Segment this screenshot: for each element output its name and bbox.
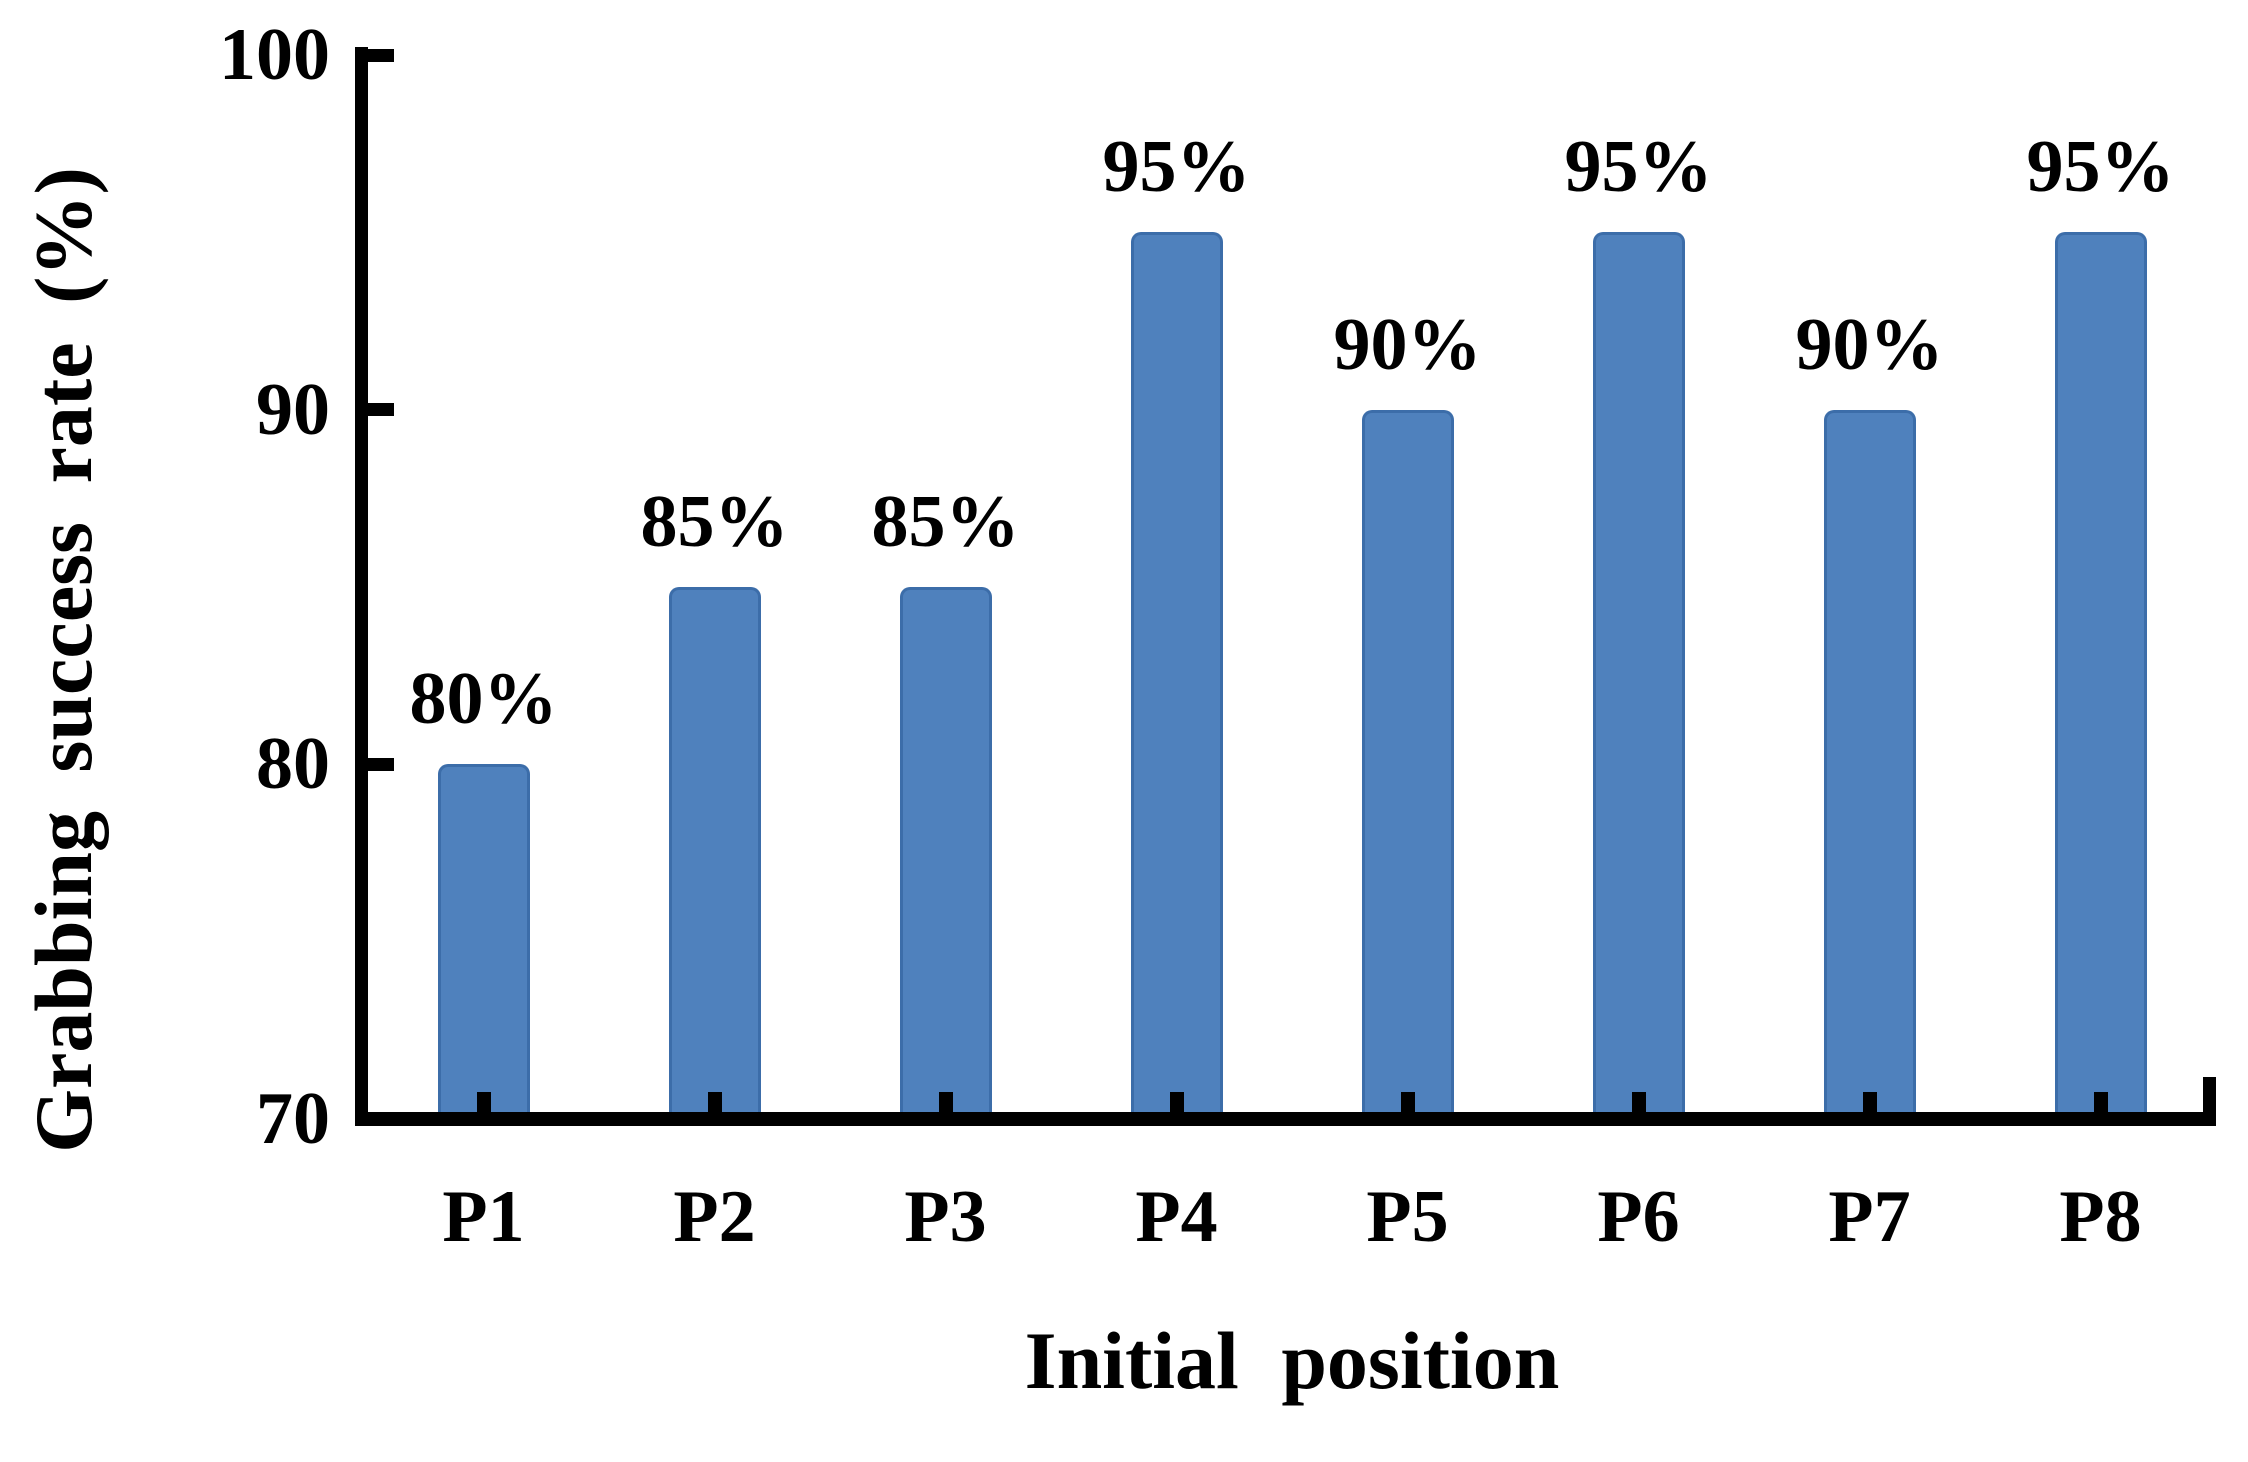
x-axis-tick [938,1092,953,1112]
x-axis-tick [1169,1092,1184,1112]
y-tick-label: 100 [219,14,330,96]
bar-value-label: 95% [1564,126,1713,209]
x-axis-tick [1631,1092,1646,1112]
bar-value-label: 90% [1333,303,1482,386]
category-label: P2 [673,1176,756,1258]
category-label: P4 [1135,1176,1218,1258]
bar-value-label: 95% [2026,126,2175,209]
category-label: P6 [1597,1176,1680,1258]
x-axis-tick [1862,1092,1877,1112]
y-tick-label: 70 [256,1078,330,1160]
category-label: P1 [442,1176,525,1258]
x-axis-end-tick [2203,1077,2216,1112]
bar-value-label: 85% [871,481,1020,563]
category-label: P3 [904,1176,987,1258]
y-axis-line [355,47,368,1126]
category-label: P7 [1828,1176,1911,1258]
x-axis-tick [1400,1092,1415,1112]
y-axis-title: Grabbing success rate (%) [18,167,109,1153]
y-tick-label: 80 [256,723,330,806]
bar-value-label: 95% [1102,126,1251,209]
category-label: P8 [2059,1176,2142,1258]
x-axis-tick [2093,1092,2108,1112]
y-axis-tick [368,48,394,62]
x-axis-line [355,1112,2216,1126]
x-axis-tick [476,1092,491,1112]
bar-value-label: 85% [640,481,789,563]
bar [668,587,761,1112]
bar [2054,232,2147,1112]
bar-value-label: 90% [1795,303,1944,386]
y-axis-tick [368,757,394,771]
y-axis-tick [368,403,394,417]
x-axis-tick [707,1092,722,1112]
bar [899,587,992,1112]
bar [1592,232,1685,1112]
bar [1361,409,1454,1112]
y-tick-label: 90 [256,368,330,451]
plot-area: 80% P1 85% P2 85% P3 95% P4 90% P5 95% P6 90% P7 95% P8 [355,47,2216,1254]
x-axis-title: Initial position [1024,1315,1560,1406]
bar [437,764,530,1112]
bar [1823,409,1916,1112]
bar [1130,232,1223,1112]
category-label: P5 [1366,1176,1449,1258]
bar-value-label: 80% [409,658,558,741]
